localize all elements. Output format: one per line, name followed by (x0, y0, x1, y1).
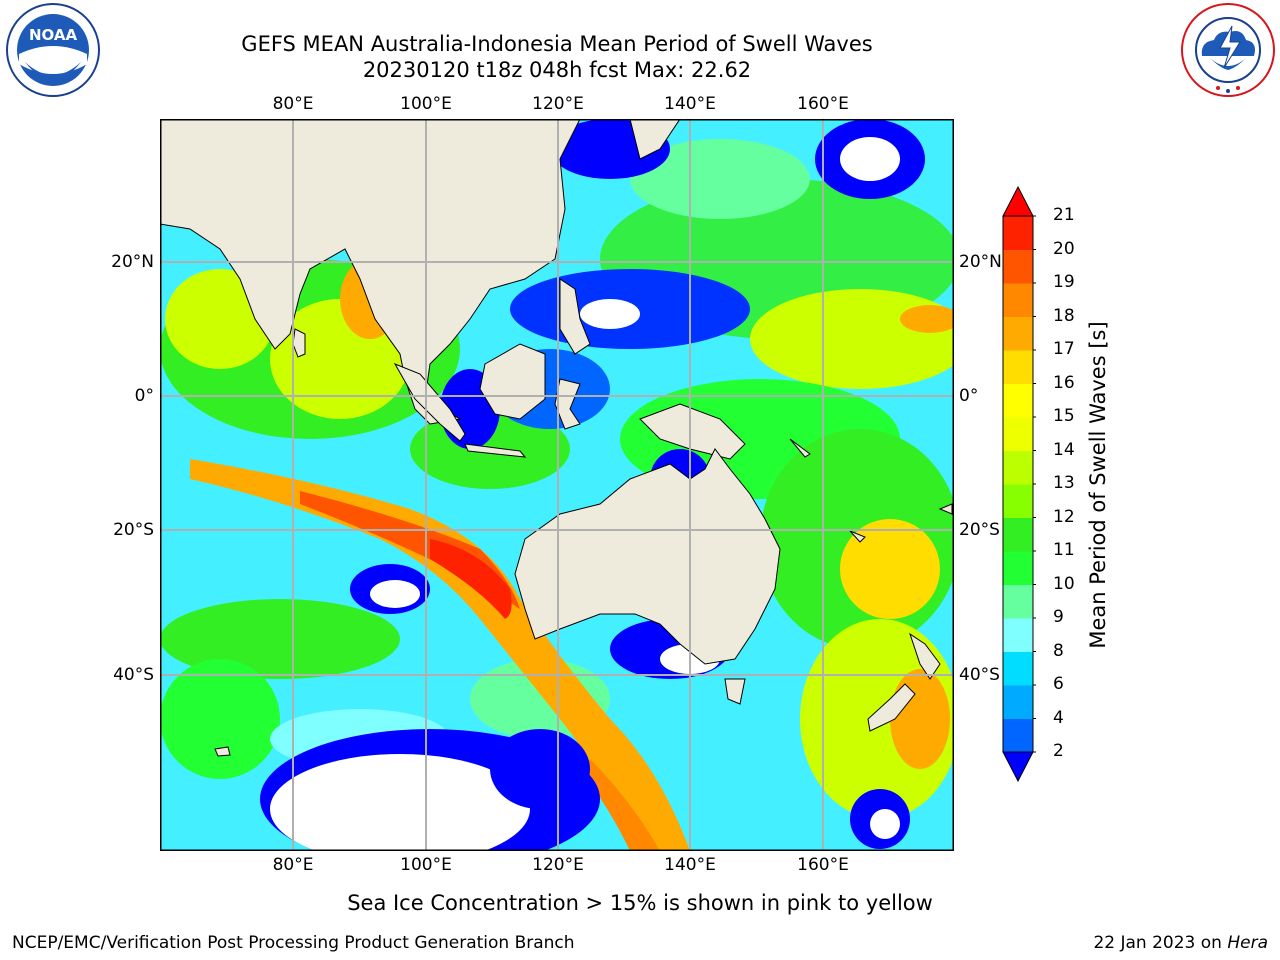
graticule (160, 119, 954, 851)
colorbar-tick-label: 13 (1053, 473, 1075, 493)
lat-tick-left: 20°N (111, 252, 154, 272)
colorbar-tick-label: 11 (1053, 540, 1075, 560)
colorbar-tick-label: 6 (1053, 674, 1064, 694)
colorbar-segment (1003, 383, 1033, 418)
map-panel (159, 118, 970, 869)
colorbar-tick-label: 9 (1053, 607, 1064, 627)
map-title: GEFS MEAN Australia-Indonesia Mean Perio… (241, 32, 873, 56)
map-frame (160, 119, 954, 851)
swell-period-field (160, 139, 970, 819)
swell-band (190, 459, 690, 851)
lat-tick-left: 0° (134, 386, 154, 406)
colorbar-svg (1002, 185, 1036, 783)
sea-ice-note: Sea Ice Concentration > 15% is shown in … (347, 891, 933, 915)
lon-tick-top: 80°E (272, 94, 314, 114)
lon-tick-bottom: 80°E (272, 855, 314, 875)
colorbar-segment (1003, 484, 1033, 518)
lon-tick-top: 160°E (797, 94, 849, 114)
colorbar-tick-label: 4 (1053, 707, 1064, 728)
colorbar-segment (1003, 718, 1033, 753)
land (159, 118, 953, 757)
colorbar-segment (1003, 283, 1033, 317)
lat-tick-left: 40°S (113, 665, 154, 685)
colorbar-tick-label: 14 (1053, 439, 1075, 460)
footer-credit: NCEP/EMC/Verification Post Processing Pr… (12, 933, 575, 953)
colorbar-segment (1003, 350, 1033, 384)
colorbar-tick-label: 18 (1053, 305, 1075, 326)
colorbar (1000, 185, 1036, 783)
footer-date-text: 22 Jan 2023 on (1093, 933, 1222, 953)
colorbar-tick-label: 16 (1053, 372, 1075, 393)
lon-tick-top: 120°E (532, 94, 584, 114)
colorbar-segment (1003, 651, 1033, 686)
lon-tick-bottom: 160°E (797, 855, 849, 875)
map-svg (159, 118, 970, 869)
lat-tick-left: 20°S (113, 520, 154, 540)
colorbar-label: Mean Period of Swell Waves [s] (1086, 321, 1110, 649)
colorbar-tick-label: 8 (1053, 640, 1064, 661)
lon-tick-bottom: 120°E (532, 855, 584, 875)
colorbar-segment (1003, 450, 1033, 485)
colorbar-min-extension (1002, 751, 1034, 783)
colorbar-segment (1003, 249, 1033, 284)
colorbar-tick-label: 15 (1053, 406, 1075, 426)
lat-tick-right: 40°S (959, 665, 1000, 685)
colorbar-segment (1003, 685, 1033, 719)
colorbar-segment (1003, 584, 1033, 619)
lat-tick-right: 20°S (959, 520, 1000, 540)
footer-host: Hera (1227, 933, 1268, 953)
colorbar-segment (1003, 216, 1033, 250)
colorbar-tick-label: 21 (1053, 205, 1075, 225)
colorbar-tick-label: 10 (1053, 573, 1075, 594)
noaa-logo-wordmark: NOAA (29, 26, 78, 44)
colorbar-segment (1003, 618, 1033, 652)
noaa-logo: NOAA (5, 2, 101, 98)
colorbar-tick-label: 19 (1053, 272, 1075, 292)
colorbar-max-extension (1002, 185, 1034, 217)
lon-tick-bottom: 140°E (664, 855, 716, 875)
colorbar-segment (1003, 551, 1033, 585)
colorbar-tick-label: 17 (1053, 339, 1075, 359)
colorbar-tick-label: 20 (1053, 238, 1075, 259)
colorbar-segment (1003, 316, 1033, 351)
colorbar-tick-label: 2 (1053, 741, 1064, 761)
lat-tick-right: 0° (959, 386, 979, 406)
colorbar-segment (1003, 517, 1033, 552)
nws-logo (1180, 2, 1276, 98)
lat-tick-right: 20°N (959, 252, 1002, 272)
footer-date: 22 Jan 2023 on Hera (1093, 933, 1268, 953)
colorbar-tick-label: 12 (1053, 506, 1075, 527)
lon-tick-top: 100°E (400, 94, 452, 114)
lon-tick-bottom: 100°E (400, 855, 452, 875)
map-subtitle: 20230120 t18z 048h fcst Max: 22.62 (362, 58, 752, 82)
colorbar-segment (1003, 417, 1033, 451)
lon-tick-top: 140°E (664, 94, 716, 114)
